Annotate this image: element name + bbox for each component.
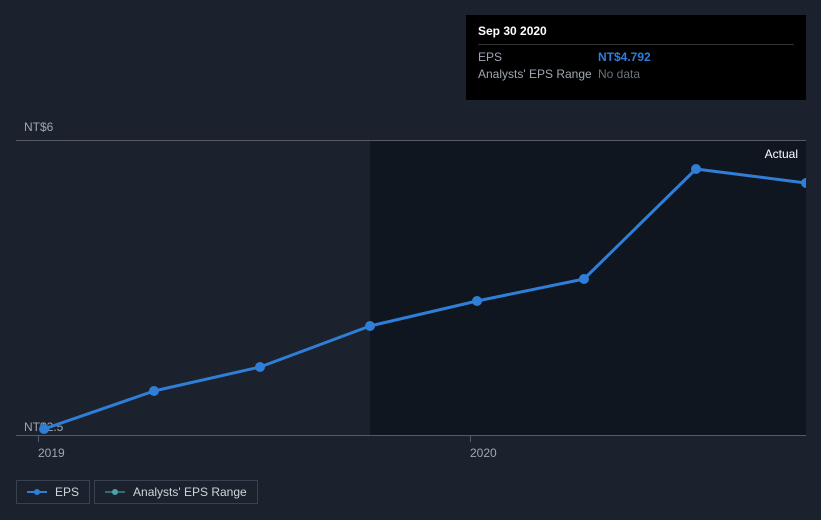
legend-swatch-range <box>105 489 125 495</box>
legend-label-range: Analysts' EPS Range <box>133 485 247 499</box>
x-tick-2019: 2019 <box>38 446 65 460</box>
y-tick-top: NT$6 <box>24 120 53 134</box>
tooltip-value-eps: NT$4.792 <box>598 49 651 66</box>
legend-item-eps[interactable]: EPS <box>16 480 90 504</box>
tooltip-value-range: No data <box>598 66 640 83</box>
x-axis: 2019 2020 <box>16 435 806 436</box>
tooltip-row-eps: EPS NT$4.792 <box>478 49 794 66</box>
chart-tooltip: Sep 30 2020 EPS NT$4.792 Analysts' EPS R… <box>466 15 806 100</box>
legend: EPS Analysts' EPS Range <box>16 480 258 504</box>
legend-label-eps: EPS <box>55 485 79 499</box>
tooltip-label-range: Analysts' EPS Range <box>478 66 598 83</box>
legend-item-range[interactable]: Analysts' EPS Range <box>94 480 258 504</box>
legend-swatch-eps <box>27 489 47 495</box>
tooltip-row-range: Analysts' EPS Range No data <box>478 66 794 83</box>
x-tick-2020: 2020 <box>470 446 497 460</box>
chart-plot-area[interactable]: Actual <box>16 140 806 435</box>
tooltip-label-eps: EPS <box>478 49 598 66</box>
tooltip-date: Sep 30 2020 <box>478 23 794 45</box>
chart-svg <box>16 141 806 436</box>
